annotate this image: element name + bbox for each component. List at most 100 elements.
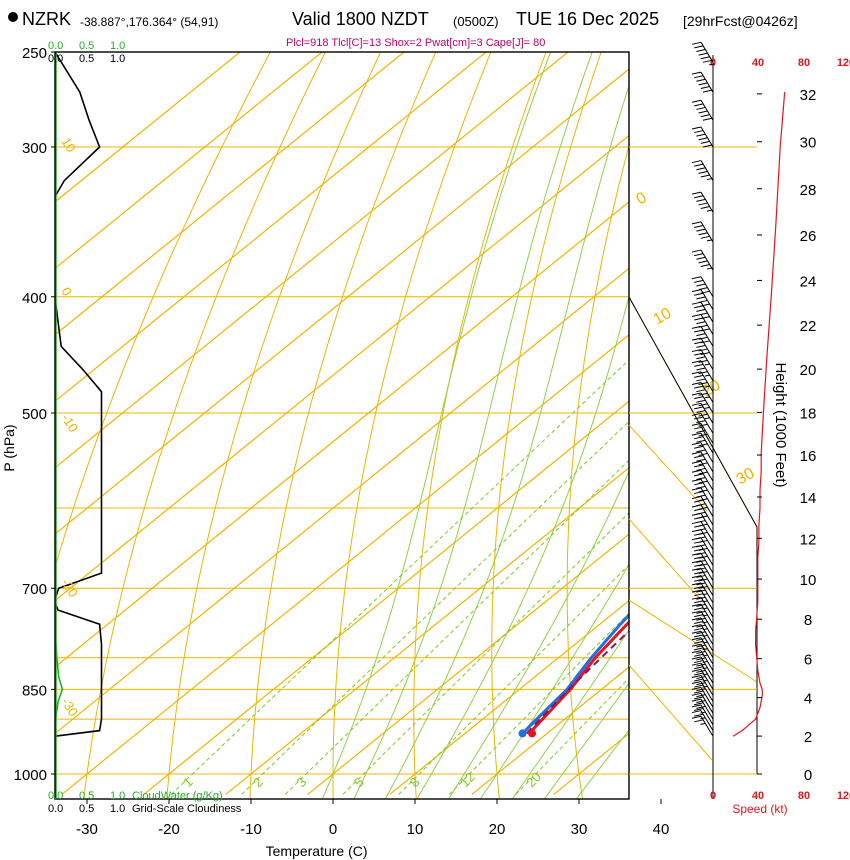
dry-adiabat-50 <box>711 52 767 799</box>
isotherm--100 <box>55 52 405 336</box>
height-tick-2: 2 <box>804 729 812 746</box>
mixing-ratio-line-12 <box>448 612 629 795</box>
valid-time-utc: (0500Z) <box>453 14 499 29</box>
dry-adiabat-10 <box>413 52 547 799</box>
wind-barb <box>691 668 714 690</box>
wind-barb <box>691 662 714 684</box>
isotherm--20 <box>143 400 629 795</box>
extension-line-3 <box>628 599 758 683</box>
wind-speed-line <box>732 92 786 737</box>
wind-barb <box>691 221 714 243</box>
wind-barb <box>691 674 714 696</box>
isotherm-60 <box>800 52 850 794</box>
isotherm-40 <box>636 52 850 794</box>
cloudwater-top-tick-2: 1.0 <box>110 40 125 52</box>
wind-top-tick-3: 120 <box>837 57 850 69</box>
height-tick-20: 20 <box>800 362 817 379</box>
height-tick-28: 28 <box>800 182 817 199</box>
wind-barb <box>691 460 714 482</box>
wind-barb <box>691 432 714 454</box>
wind-barb <box>691 617 714 639</box>
temp-tick-30: 30 <box>571 821 588 838</box>
height-tick-26: 26 <box>800 228 817 245</box>
cloudiness-bottom-tick-1: 0.5 <box>79 803 94 815</box>
pressure-tick-400: 400 <box>22 290 47 307</box>
mixing-ratio-line-3 <box>284 459 629 795</box>
wind-top-tick-2: 80 <box>798 57 810 69</box>
wind-barb <box>691 41 715 66</box>
cloudiness-top-tick-2: 1.0 <box>110 53 125 65</box>
moist-adiabat-16 <box>448 469 629 799</box>
wind-barb <box>691 596 714 618</box>
wind-barb <box>691 686 714 708</box>
cloudiness-bottom-tick-0: 0.0 <box>48 803 63 815</box>
height-tick-6: 6 <box>804 652 812 669</box>
wind-barb <box>691 650 714 671</box>
cloudwater-bottom-tick-2: 1.0 <box>110 790 125 802</box>
cloudwater-bottom-tick-1: 0.5 <box>79 790 94 802</box>
moist-adiabat-8 <box>384 84 629 799</box>
height-tick-24: 24 <box>800 273 817 290</box>
dry-adiabat--20 <box>166 52 382 799</box>
wind-barb <box>691 392 714 414</box>
isotherm--120 <box>55 52 241 203</box>
wind-barb <box>691 698 714 720</box>
wind-barb <box>691 349 714 370</box>
wind-barb <box>691 451 714 473</box>
wind-barb <box>691 402 714 424</box>
height-tick-32: 32 <box>800 87 817 104</box>
wind-barb <box>691 710 714 731</box>
isotherm--50 <box>55 201 629 668</box>
wind-barb <box>691 99 714 121</box>
wind-barb <box>691 191 714 213</box>
cloudwater-label: CloudWater (g/Kg) <box>132 790 223 802</box>
mixing-ratio-line-2 <box>241 420 629 795</box>
pressure-tick-300: 300 <box>22 140 47 157</box>
wind-top-tick-0: 0 <box>710 57 716 69</box>
isotherm-label-10: 10 <box>58 135 78 155</box>
height-tick-8: 8 <box>804 612 812 629</box>
wind-barb <box>691 371 714 392</box>
plot-background <box>55 52 629 799</box>
wind-barb <box>691 160 714 181</box>
wind-bottom-tick-2: 80 <box>798 790 810 802</box>
wind-barb <box>691 680 714 702</box>
dry-adiabat-70 <box>846 52 850 799</box>
wind-barb <box>691 589 714 611</box>
temp-tick--20: -20 <box>158 821 180 838</box>
wind-barb <box>691 567 714 589</box>
wind-barb <box>691 412 714 434</box>
surface-temperature-marker <box>528 729 537 738</box>
isotherm--60 <box>55 134 629 602</box>
wind-barb <box>691 249 714 271</box>
moist-adiabat-28 <box>543 682 629 799</box>
wind-barb <box>691 560 714 582</box>
mixing-ratio-line-20 <box>515 677 629 795</box>
dry-adiabat--10 <box>249 52 437 799</box>
x-axis-label: Temperature (C) <box>266 843 368 859</box>
temp-tick-20: 20 <box>489 821 506 838</box>
temp-tick--10: -10 <box>240 821 262 838</box>
pressure-tick-1000: 1000 <box>14 767 47 784</box>
wind-bottom-tick-0: 0 <box>710 790 716 802</box>
moist-adiabat-24 <box>511 629 629 799</box>
cloudiness-bottom-tick-2: 1.0 <box>110 803 125 815</box>
wind-barb <box>691 71 714 93</box>
dry-adiabat-30 <box>566 143 629 799</box>
wind-barb <box>691 715 714 737</box>
wind-barb <box>691 360 714 382</box>
dry-adiabat-0 <box>332 52 492 799</box>
pressure-tick-500: 500 <box>22 406 47 423</box>
station-marker-icon <box>8 12 18 22</box>
height-tick-22: 22 <box>800 318 817 335</box>
valid-time: Valid 1800 NZDT <box>292 9 429 29</box>
dewpoint-line <box>521 613 629 735</box>
height-tick-10: 10 <box>800 572 817 589</box>
wind-speed-label: Speed (kt) <box>732 802 787 816</box>
temp-tick-10: 10 <box>407 821 424 838</box>
wind-barb <box>691 637 714 659</box>
wind-barb <box>691 656 714 678</box>
extension-line-4 <box>628 664 713 761</box>
